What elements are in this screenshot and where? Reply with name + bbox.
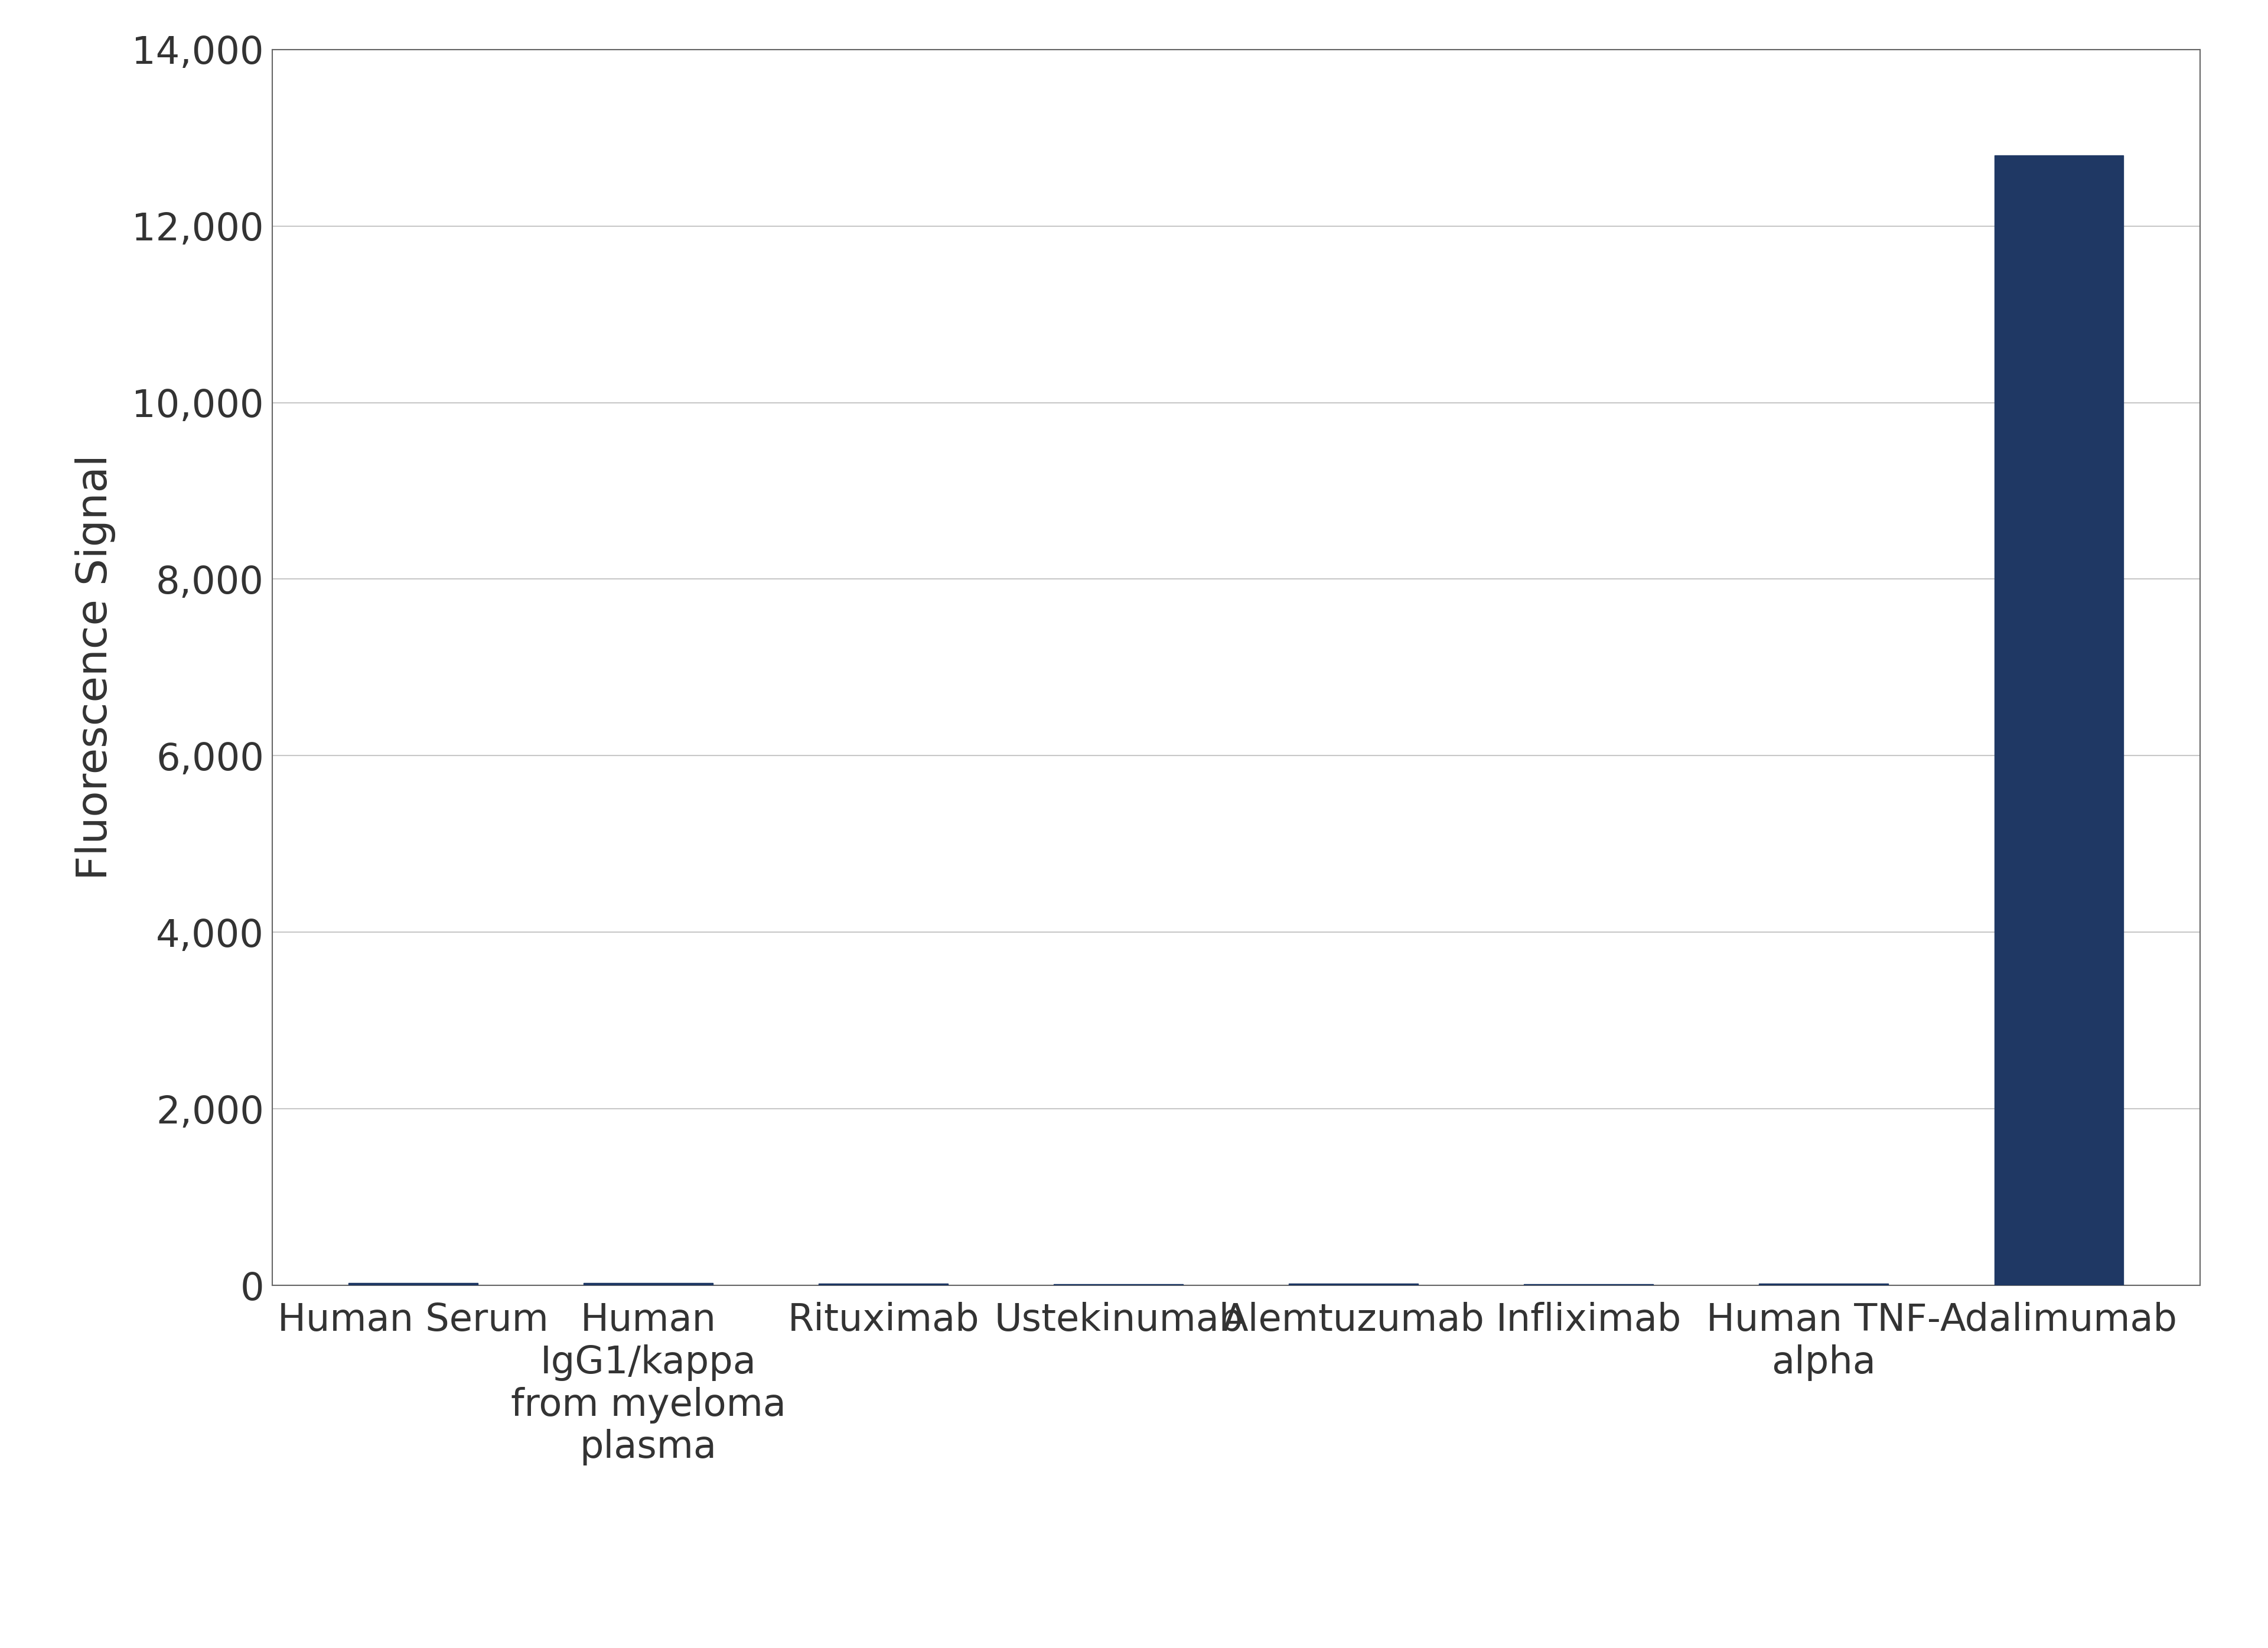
Bar: [349, 1282, 479, 1285]
Y-axis label: Fluorescence Signal: Fluorescence Signal: [75, 455, 116, 880]
Bar: [583, 1284, 712, 1285]
Bar: [819, 1284, 948, 1285]
Bar: [1760, 1284, 1889, 1285]
Bar: [1994, 155, 2123, 1285]
Bar: [1288, 1284, 1418, 1285]
